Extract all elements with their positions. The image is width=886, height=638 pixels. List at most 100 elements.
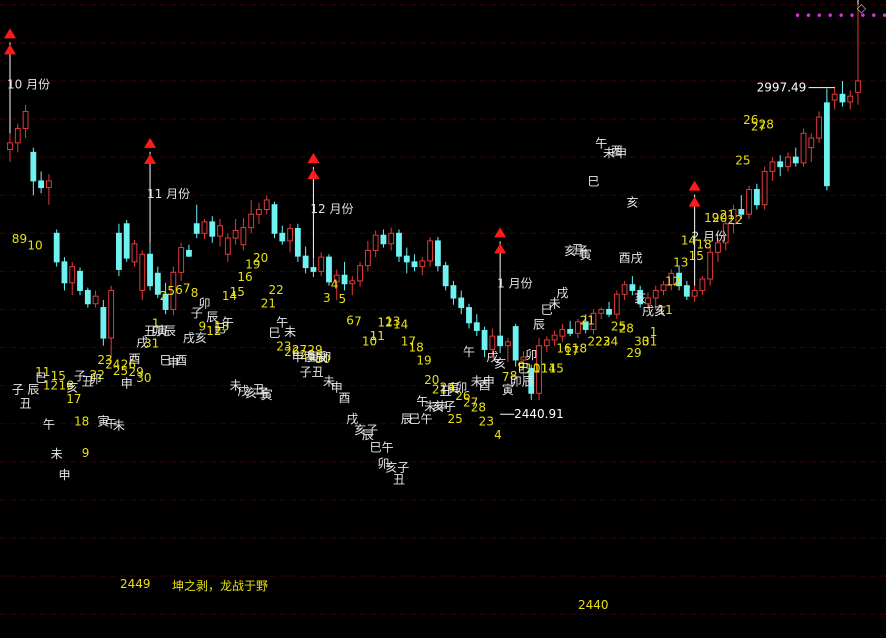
candle-body [178,247,185,273]
branch-label: 寅 [97,414,109,429]
candle-body [466,307,472,324]
day-label: 19 [416,354,431,368]
day-label: 23 [595,335,610,349]
candle-body [738,208,745,215]
day-label: 26 [455,389,470,403]
candle-body [248,213,255,229]
branch-label: 未 [323,375,335,389]
day-label: 10 [525,361,540,375]
day-label: 9 [82,446,90,460]
day-label: 31 [642,335,657,349]
signal-triangle-icon [144,137,157,148]
signal-triangle-icon [307,153,320,164]
candle-body [481,329,488,350]
candle-body [450,285,457,299]
day-label: 5 [339,292,347,306]
candle-body [287,228,293,242]
candle-body [77,270,83,291]
branch-label: 午 [43,418,55,432]
candle-body [14,128,21,144]
day-label: 11 [35,365,50,379]
candle-body [847,95,854,103]
day-label: 12 [665,275,680,289]
candle-body [808,137,815,149]
candle-body [154,272,161,295]
day-label: 28 [759,118,774,132]
day-label: 6 [175,283,183,297]
branch-label: 未 [230,378,242,392]
candle-body [816,116,823,139]
candle-body [683,285,690,297]
day-label: 22 [587,335,602,349]
branch-label: 寅 [261,387,273,402]
branch-label: 未 [51,447,63,461]
candle-body [69,266,76,284]
candle-body [489,335,496,350]
branch-label: 未申 [471,375,495,389]
candle-body [302,255,309,269]
day-label: 1 [650,325,658,339]
candle-body [473,322,480,331]
day-label: 15 [230,285,245,299]
candle-body [380,234,387,245]
candle-body [458,297,465,309]
branch-label: 巳 [517,361,529,375]
candle-body [162,293,169,310]
day-label: 3 [486,415,494,429]
candle-body [357,265,364,282]
branch-label: 亥子 [432,399,456,413]
day-label: 25 [113,364,128,378]
day-label: 16 [58,378,73,392]
branch-label: 申酉 [292,350,316,364]
candle-body [621,284,628,295]
day-label: 17 [66,392,81,406]
day-label: 10 [362,335,377,349]
branch-label: 申 [121,377,133,391]
day-label: 24 [440,380,455,394]
branch-label: 巳 [160,354,172,368]
magenta-marker: • • • • • • • • • [794,9,886,23]
branch-label: 戌 [486,350,498,364]
day-label: 13 [673,256,688,270]
branch-label: 酉 [128,352,140,366]
day-label: 25 [611,319,626,333]
candle-body [753,188,760,206]
branch-label: 亥 [634,291,646,305]
day-label: 15 [689,249,704,263]
day-label: 11 [370,329,385,343]
branch-label: 巳午 [370,440,394,454]
candle-body [536,345,542,394]
candle-body [660,284,667,291]
day-label: 17 [401,335,416,349]
day-label: 2 [160,289,168,303]
candle-body [434,240,441,267]
day-label: 14 [541,361,556,375]
candle-body [349,280,356,285]
branch-label: 酉戌 [619,251,643,265]
candle-body [606,308,612,315]
corner-diamond-icon[interactable]: ◇ [856,1,866,15]
day-label: 26 [121,358,136,372]
branch-label: 申 [167,356,179,370]
candle-body [497,335,504,347]
day-label: 22 [728,213,743,227]
day-label: 25 [447,412,462,426]
branch-label: 未申 [603,146,627,160]
candle-body [147,253,153,287]
day-label: 15 [549,361,564,375]
candle-body [792,156,799,164]
day-label: 12 [377,316,392,330]
candle-body [318,256,325,272]
signal-triangle-icon [307,169,320,180]
branch-label: 亥 [66,380,78,394]
branch-label: 子 [191,306,203,320]
branch-label: 巳 [587,175,599,189]
candle-body [839,93,846,103]
candle-body [108,289,115,339]
day-label: 12 [206,324,221,338]
branch-label: 戌亥 [642,304,666,318]
day-label: 21 [720,208,735,222]
candle-body [715,242,721,253]
day-label: 18 [409,340,424,354]
day-label: 20 [253,251,268,265]
